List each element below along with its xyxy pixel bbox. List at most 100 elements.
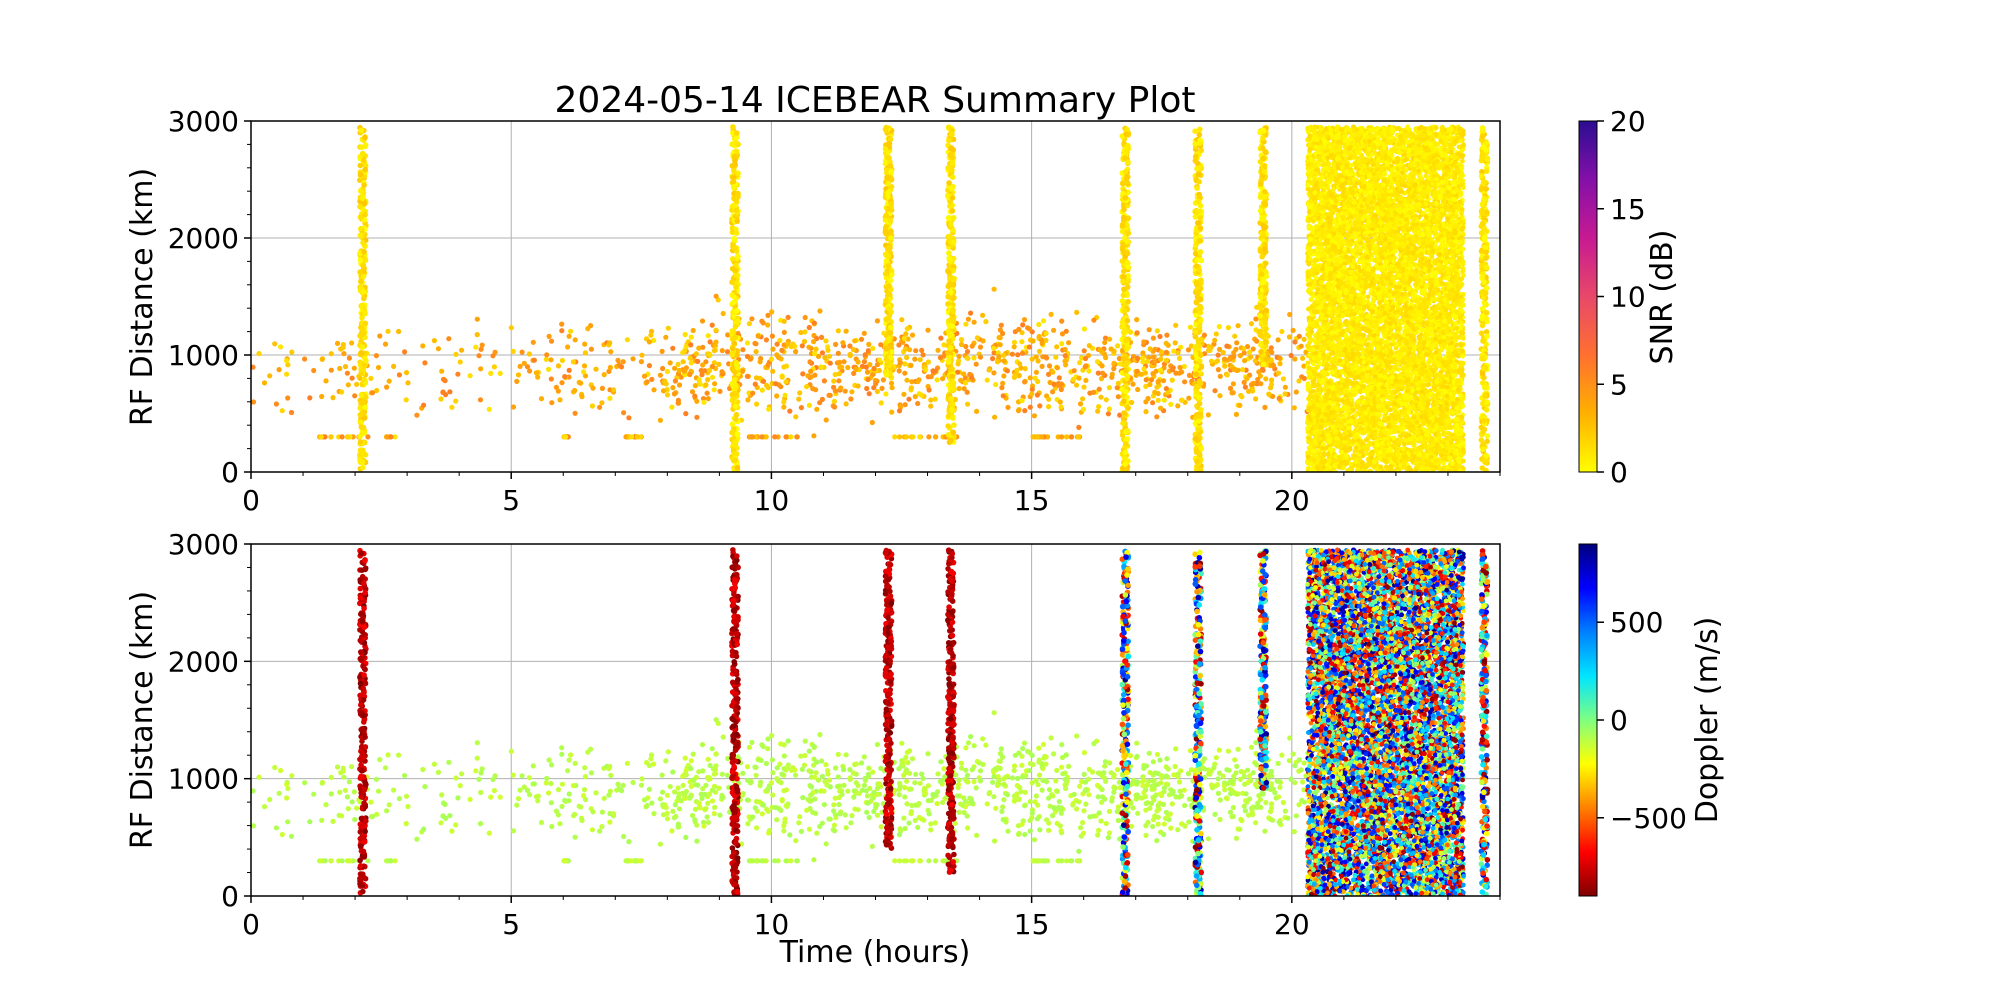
data-point xyxy=(307,395,313,401)
data-point xyxy=(322,434,328,440)
data-point xyxy=(1035,358,1041,364)
data-point xyxy=(1478,223,1485,229)
data-point xyxy=(871,365,877,372)
data-point xyxy=(319,393,325,400)
data-point xyxy=(847,353,853,359)
data-point xyxy=(1197,225,1204,231)
data-point xyxy=(866,391,872,397)
data-point xyxy=(920,352,926,358)
data-point xyxy=(1022,379,1028,385)
data-point xyxy=(358,366,365,373)
data-point xyxy=(357,257,364,263)
data-point xyxy=(750,390,756,396)
data-point xyxy=(1261,162,1268,169)
data-point xyxy=(819,350,826,356)
data-point xyxy=(251,364,256,370)
data-point xyxy=(1141,366,1147,372)
data-point xyxy=(752,381,758,387)
data-point xyxy=(950,215,957,221)
data-point xyxy=(1195,413,1202,420)
data-point xyxy=(357,177,363,183)
data-point xyxy=(1106,385,1112,391)
data-point xyxy=(1172,340,1178,346)
data-point xyxy=(1187,324,1193,330)
data-point xyxy=(1262,404,1268,410)
data-point xyxy=(1280,376,1286,382)
data-point xyxy=(1083,377,1089,383)
data-point xyxy=(950,308,956,315)
data-point xyxy=(1179,397,1185,403)
data-point xyxy=(1150,371,1156,377)
data-point xyxy=(396,372,402,378)
data-point xyxy=(607,395,613,401)
data-point xyxy=(1121,308,1128,314)
data-point xyxy=(457,359,463,365)
data-point xyxy=(717,388,723,394)
data-point xyxy=(1019,350,1026,356)
data-point xyxy=(734,352,740,358)
data-point xyxy=(360,239,366,246)
data-point xyxy=(1062,346,1068,353)
data-point xyxy=(1125,230,1132,236)
data-point xyxy=(744,373,751,379)
data-point xyxy=(1217,393,1223,399)
data-point xyxy=(1303,349,1309,355)
data-point xyxy=(1173,322,1179,328)
data-point xyxy=(787,408,793,414)
data-point xyxy=(734,130,740,136)
data-point xyxy=(683,411,689,417)
data-point xyxy=(884,174,890,181)
data-point xyxy=(1196,289,1202,295)
data-point xyxy=(783,379,789,385)
data-point xyxy=(1197,140,1203,146)
data-point xyxy=(958,337,965,343)
data-point xyxy=(1015,408,1022,414)
data-point xyxy=(1059,341,1065,347)
data-point xyxy=(357,203,363,210)
data-point xyxy=(1482,393,1489,399)
data-point xyxy=(1193,371,1200,377)
data-point xyxy=(403,370,410,376)
data-point xyxy=(753,375,760,381)
data-point xyxy=(835,328,841,334)
data-point xyxy=(822,355,828,361)
data-point xyxy=(713,293,719,299)
data-point xyxy=(885,181,891,187)
data-point xyxy=(774,352,780,358)
data-point xyxy=(549,400,555,406)
data-point xyxy=(1163,386,1169,392)
data-point xyxy=(1227,356,1233,362)
data-point xyxy=(703,382,709,388)
data-point xyxy=(719,348,725,354)
data-point xyxy=(888,169,894,175)
data-point xyxy=(832,371,838,378)
data-point xyxy=(1260,361,1267,368)
data-point xyxy=(1478,230,1485,236)
data-point xyxy=(892,434,898,440)
data-point xyxy=(1029,391,1035,397)
data-point xyxy=(1196,267,1202,274)
data-point xyxy=(908,385,915,391)
data-point xyxy=(1479,185,1485,192)
data-point xyxy=(917,357,923,363)
data-point xyxy=(907,347,913,353)
data-point xyxy=(1257,294,1264,301)
data-point xyxy=(1194,185,1200,191)
data-point xyxy=(769,309,775,315)
data-point xyxy=(1245,344,1251,350)
data-point xyxy=(357,405,364,411)
data-point xyxy=(734,431,741,437)
data-point xyxy=(692,393,698,399)
data-point xyxy=(878,400,884,406)
data-point xyxy=(555,388,561,394)
data-point xyxy=(709,322,715,328)
data-point xyxy=(360,289,367,295)
data-point xyxy=(1232,333,1238,339)
data-point xyxy=(422,360,428,366)
data-point xyxy=(1124,317,1131,324)
data-point xyxy=(772,434,778,440)
data-point xyxy=(759,387,765,393)
data-point xyxy=(964,389,970,395)
data-point xyxy=(328,367,334,373)
data-point xyxy=(1122,461,1128,467)
